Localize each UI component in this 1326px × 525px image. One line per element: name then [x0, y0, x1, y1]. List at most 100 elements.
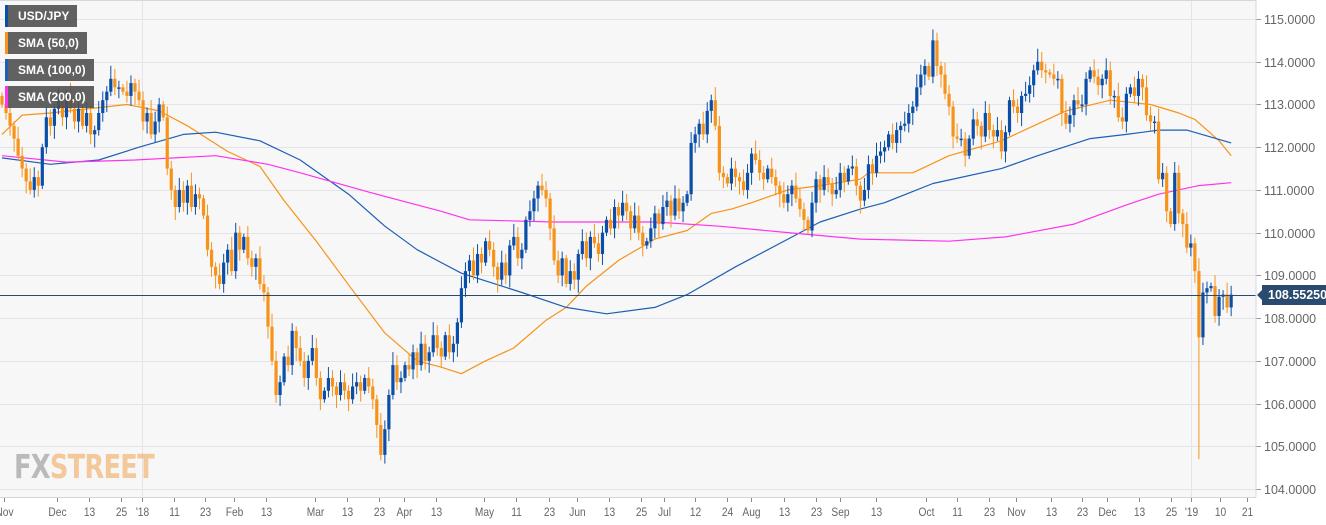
legend-sma-50[interactable]: SMA (50,0)	[5, 32, 87, 54]
candle-up	[32, 167, 36, 198]
legend-swatch	[5, 59, 8, 81]
candle-up	[766, 165, 770, 183]
candle-body	[1068, 115, 1072, 124]
legend-sma-200[interactable]: SMA (200,0)	[5, 86, 94, 108]
x-tick-label: 23	[811, 506, 822, 519]
candle-body	[1092, 70, 1096, 77]
candle-down	[858, 181, 862, 214]
y-tick-label: 108.0000	[1264, 312, 1316, 326]
candle-body	[435, 335, 439, 349]
candle-up	[443, 331, 447, 360]
candle-body	[548, 198, 552, 229]
candle-up	[508, 239, 512, 288]
candle-body	[991, 130, 995, 137]
candle-up	[536, 181, 540, 212]
candle-up	[326, 367, 331, 398]
candle-up	[838, 163, 842, 198]
candle-down	[423, 334, 427, 370]
candle-body	[701, 123, 705, 135]
candle-body	[302, 360, 306, 378]
candle-down	[205, 204, 210, 257]
candle-down	[375, 394, 379, 438]
candle-up	[786, 185, 790, 212]
candle-up	[475, 244, 480, 284]
legend-label: SMA (50,0)	[18, 36, 79, 50]
candle-body	[758, 160, 762, 173]
candle-body	[870, 164, 875, 173]
candle-body	[399, 377, 403, 383]
candle-body	[520, 249, 524, 259]
legend-usdjpy[interactable]: USD/JPY	[5, 5, 78, 27]
candle-down	[987, 104, 991, 139]
candle-down	[318, 371, 322, 411]
candle-body	[838, 172, 842, 190]
candle-down	[794, 172, 798, 203]
candle-down	[1185, 212, 1189, 254]
candle-body	[12, 125, 16, 139]
candle-body	[89, 113, 93, 135]
candle-body	[226, 249, 230, 263]
candle-body	[346, 390, 351, 400]
candle-down	[1197, 258, 1201, 460]
candle-body	[878, 151, 883, 156]
candle-up	[967, 135, 971, 160]
candle-down	[238, 226, 242, 261]
candle-body	[850, 166, 854, 169]
candle-body	[939, 66, 943, 75]
x-tick-label: 23	[374, 506, 385, 519]
candle-up	[1201, 282, 1205, 346]
candle-body	[270, 326, 274, 361]
x-tick-label: 13	[431, 506, 442, 519]
candle-body	[262, 283, 266, 293]
y-axis: 115.0000 114.0000 113.0000 112.0000 111.0000…	[1256, 13, 1316, 497]
candle-body	[197, 194, 202, 199]
candle-up	[310, 334, 314, 366]
candle-down	[717, 115, 721, 181]
candle-down	[379, 412, 383, 461]
candle-body	[218, 275, 222, 284]
candle-body	[749, 153, 754, 173]
legend-label: USD/JPY	[18, 9, 70, 23]
candle-up	[117, 80, 121, 99]
candle-body	[1144, 87, 1149, 116]
candle-body	[1052, 74, 1056, 79]
candle-body	[899, 125, 903, 131]
candle-body	[278, 382, 282, 396]
candle-up	[484, 237, 488, 266]
candle-body	[379, 424, 383, 455]
candle-up	[810, 191, 814, 238]
candle-body	[105, 91, 109, 101]
candle-body	[733, 168, 738, 178]
candle-body	[395, 365, 399, 383]
candle-up	[903, 111, 907, 132]
candle-down	[564, 254, 568, 288]
candle-body	[391, 365, 395, 396]
candle-up	[1088, 66, 1092, 83]
candle-down	[149, 99, 153, 139]
legend-sma-100[interactable]: SMA (100,0)	[5, 59, 94, 81]
x-tick-label: 25	[1166, 506, 1177, 519]
candle-up	[351, 373, 355, 404]
candle-up	[560, 251, 564, 287]
candle-body	[479, 254, 484, 263]
candle-up	[1161, 163, 1165, 187]
candle-body	[987, 113, 991, 131]
candle-down	[20, 146, 24, 178]
candle-up	[866, 155, 871, 199]
candle-up	[1080, 94, 1084, 113]
candle-body	[439, 348, 443, 357]
candle-down	[572, 263, 576, 290]
candle-up	[520, 243, 524, 270]
candle-body	[1161, 172, 1165, 180]
candle-body	[528, 211, 532, 220]
candle-body	[967, 138, 971, 156]
candle-down	[935, 32, 939, 76]
candle-body	[556, 260, 560, 276]
current-price-label: 108.55250	[1256, 285, 1326, 305]
candle-body	[109, 78, 113, 92]
candle-body	[725, 177, 729, 184]
candle-body	[443, 335, 447, 357]
x-tick-label: Oct	[919, 506, 936, 519]
candle-up	[915, 74, 919, 112]
candle-body	[931, 40, 935, 77]
